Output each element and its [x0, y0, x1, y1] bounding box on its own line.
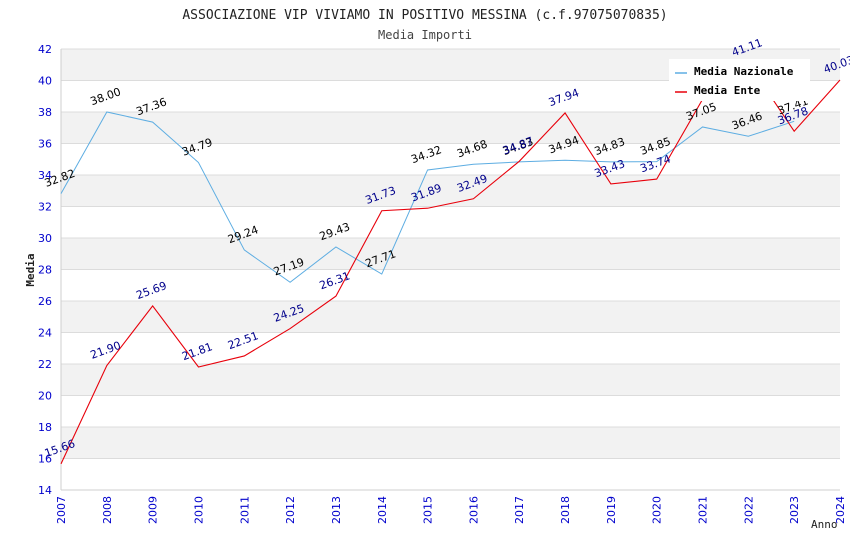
grid-band [61, 175, 840, 207]
data-label-media-ente: 21.81 [180, 340, 214, 363]
y-axis-label: Media [24, 253, 37, 286]
legend-box [669, 59, 810, 101]
x-axis-label: Anno [811, 518, 838, 531]
grid-band [61, 364, 840, 396]
y-tick-label: 42 [38, 43, 52, 56]
y-tick-label: 26 [38, 295, 52, 308]
series-line-media-nazionale [60, 111, 795, 283]
axes [60, 49, 840, 491]
data-label-media-nazionale: 34.32 [409, 143, 443, 166]
grid-band [61, 427, 840, 459]
x-tick-label: 2011 [238, 496, 251, 524]
y-tick-label: 36 [38, 138, 52, 151]
y-tick-label: 22 [38, 358, 52, 371]
grid-band [61, 112, 840, 144]
legend-label-media-ente: Media Ente [694, 84, 761, 97]
y-tick-label: 28 [38, 264, 52, 277]
chart-title: ASSOCIAZIONE VIP VIVIAMO IN POSITIVO MES… [182, 8, 667, 23]
data-label-media-ente: 25.69 [134, 279, 168, 302]
x-tick-label: 2023 [788, 496, 801, 524]
x-tick-label: 2012 [284, 496, 297, 524]
y-tick-label: 34 [38, 169, 52, 182]
x-tick-label: 2017 [513, 496, 526, 524]
x-tick-label: 2024 [834, 496, 847, 524]
x-tick-label: 2013 [330, 496, 343, 524]
y-tick-label: 40 [38, 75, 52, 88]
x-tick-label: 2022 [742, 496, 755, 524]
x-tick-label: 2010 [192, 496, 205, 524]
x-tick-label: 2015 [422, 496, 435, 524]
gridlines [61, 48, 840, 491]
data-label-media-nazionale: 38.00 [89, 85, 123, 108]
x-tick-label: 2014 [376, 496, 389, 524]
legend: Media Nazionale Media Ente [669, 59, 810, 101]
y-tick-label: 18 [38, 421, 52, 434]
legend-label-media-nazionale: Media Nazionale [694, 65, 794, 78]
x-tick-label: 2007 [55, 496, 68, 524]
x-tick-label: 2021 [697, 496, 710, 524]
y-tick-label: 30 [38, 232, 52, 245]
grid-bands [61, 49, 840, 459]
data-label-media-ente: 26.31 [318, 269, 352, 292]
x-tick-label: 2019 [605, 496, 618, 524]
y-tick-label: 38 [38, 106, 52, 119]
data-label-media-ente: 37.94 [547, 86, 581, 109]
y-tick-label: 16 [38, 453, 52, 466]
x-axis-ticks: 2007 2008 2009 2010 2011 2012 2013 2014 2015 2016… [55, 496, 847, 524]
y-tick-label: 14 [38, 484, 52, 497]
chart-subtitle: Media Importi [378, 28, 472, 42]
x-tick-label: 2016 [467, 496, 480, 524]
x-tick-label: 2009 [147, 496, 160, 524]
data-label-media-ente: 21.90 [89, 339, 123, 362]
x-tick-label: 2020 [651, 496, 664, 524]
y-tick-label: 20 [38, 390, 52, 403]
grid-band [61, 238, 840, 270]
grid-band [61, 301, 840, 333]
y-axis-ticks: 14 16 18 20 22 24 26 28 30 32 34 36 38 40 42 [38, 43, 52, 497]
y-tick-label: 32 [38, 201, 52, 214]
y-tick-label: 24 [38, 327, 52, 340]
x-tick-label: 2008 [101, 496, 114, 524]
x-tick-label: 2018 [559, 496, 572, 524]
